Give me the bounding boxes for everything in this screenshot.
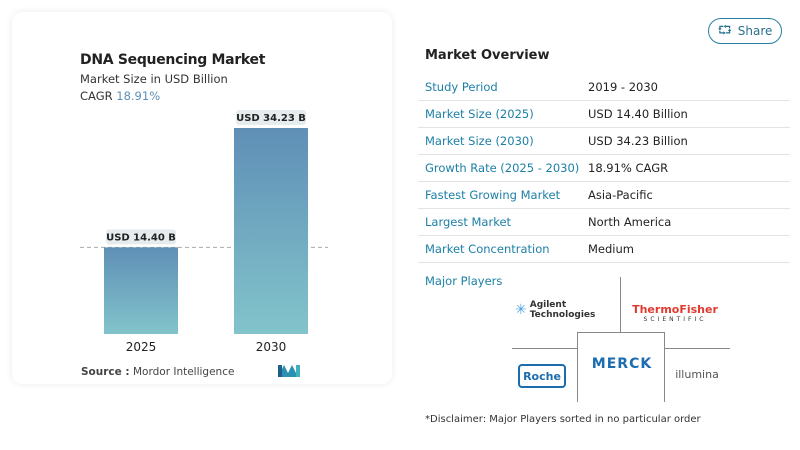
divider — [620, 277, 621, 332]
data-label-bg — [236, 110, 306, 125]
overview-row: Market Size (2030) USD 34.23 Billion — [418, 128, 790, 155]
agilent-logo: ✳ Agilent Technologies — [515, 300, 596, 320]
roche-logo: Roche — [518, 364, 566, 388]
row-label: Largest Market — [425, 215, 512, 229]
bar-chart: USD 14.40 B 2025 USD 34.23 B 2030 — [80, 110, 328, 354]
overview-row: Study Period 2019 - 2030 — [418, 74, 790, 101]
x-tick-label: 2025 — [126, 340, 157, 354]
row-value: Asia-Pacific — [588, 188, 653, 202]
share-icon: ⮔ — [717, 22, 732, 37]
data-label: USD 14.40 B — [106, 232, 176, 243]
row-value: 18.91% CAGR — [588, 161, 669, 175]
overview-row: Market Size (2025) USD 14.40 Billion — [418, 101, 790, 128]
chart-card — [12, 12, 392, 384]
divider — [665, 348, 730, 349]
cagr-value: 18.91% — [116, 89, 161, 103]
cagr: CAGR 18.91% — [80, 89, 160, 103]
illumina-logo: illumina — [675, 367, 719, 381]
chart-subtitle: Market Size in USD Billion — [80, 72, 228, 86]
row-label: Market Size (2025) — [425, 107, 534, 121]
row-value: 2019 - 2030 — [588, 80, 658, 94]
row-label: Market Size (2030) — [425, 134, 534, 148]
major-players-title: Major Players — [425, 274, 503, 288]
chart-title: DNA Sequencing Market — [80, 52, 266, 68]
overview-row: Growth Rate (2025 - 2030) 18.91% CAGR — [418, 155, 790, 182]
row-value: Medium — [588, 242, 634, 256]
overview-row: Market Concentration Medium — [418, 236, 790, 263]
row-label: Growth Rate (2025 - 2030) — [425, 161, 580, 175]
merck-logo: MERCK — [591, 356, 653, 372]
source: Source : Mordor Intelligence — [81, 366, 235, 378]
row-label: Fastest Growing Market — [425, 188, 561, 202]
overview-title: Market Overview — [425, 48, 550, 63]
row-label: Study Period — [425, 80, 498, 94]
merck-box — [577, 332, 665, 402]
disclaimer: *Disclaimer: Major Players sorted in no … — [425, 414, 701, 425]
row-label: Market Concentration — [425, 242, 550, 256]
share-button[interactable]: ⮔ Share — [708, 18, 782, 44]
bar-2025 — [104, 247, 178, 334]
overview-row: Fastest Growing Market Asia-Pacific — [418, 182, 790, 209]
thermofisher-logo: ThermoFisher SCIENTIFIC — [632, 303, 718, 323]
data-label-bg — [106, 229, 176, 245]
overview-row: Largest Market North America — [418, 209, 790, 236]
row-value: North America — [588, 215, 672, 229]
data-label: USD 34.23 B — [236, 113, 306, 124]
bar-2030 — [234, 128, 308, 334]
row-value: USD 34.23 Billion — [588, 134, 688, 148]
cagr-label: CAGR — [80, 89, 113, 103]
divider — [512, 348, 577, 349]
x-tick-label: 2030 — [256, 340, 287, 354]
row-value: USD 14.40 Billion — [588, 107, 688, 121]
